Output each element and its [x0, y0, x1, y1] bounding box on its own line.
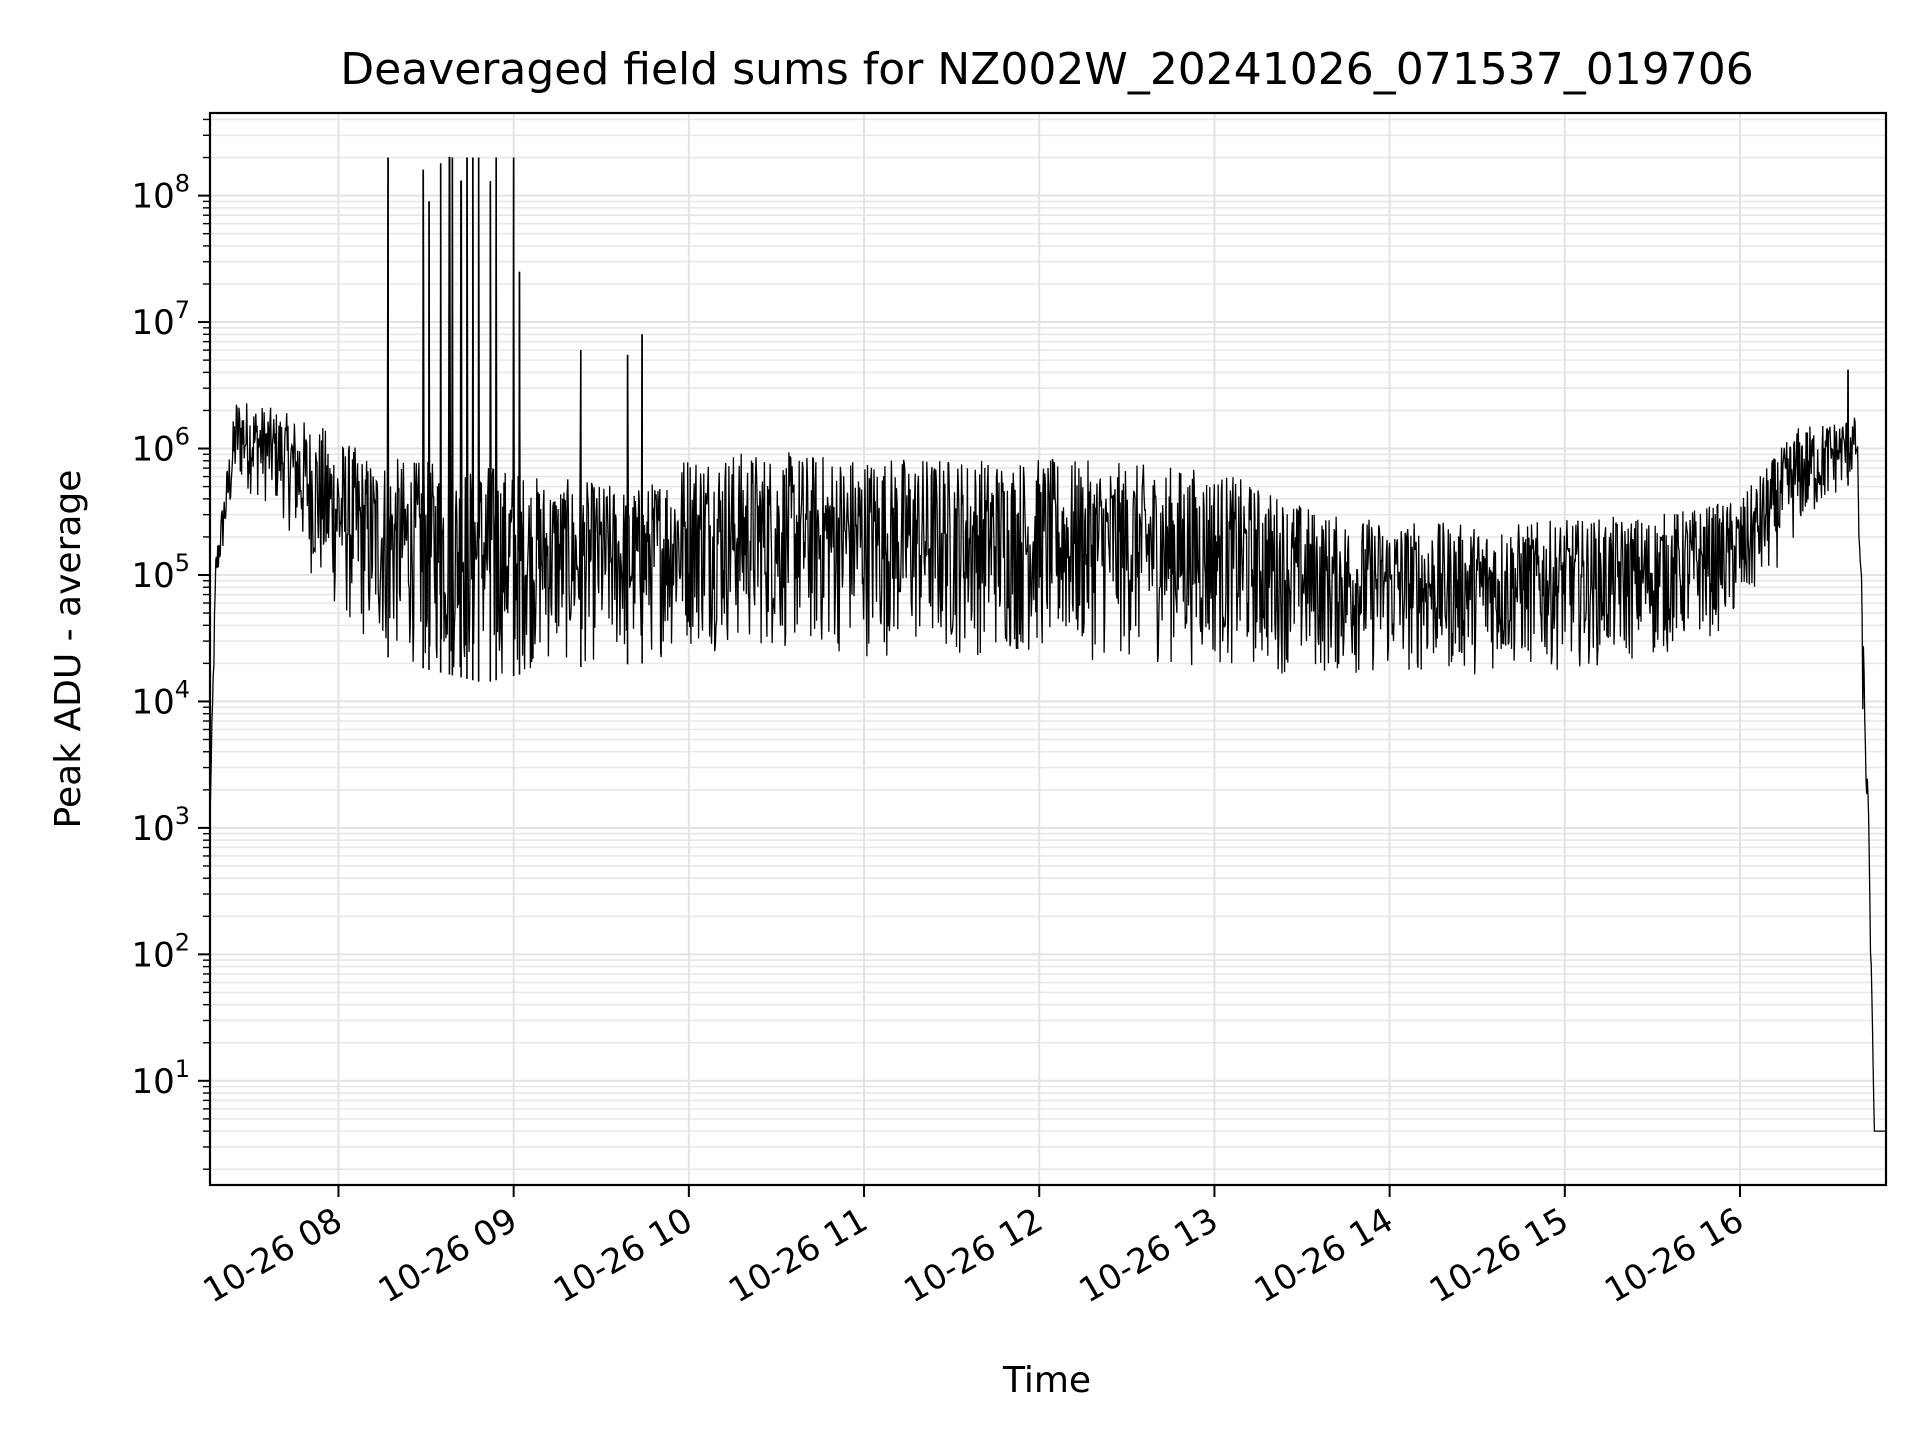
y-tick-label: 101 [131, 1055, 190, 1102]
y-tick-base: 10 [131, 556, 174, 596]
y-tick-base: 10 [131, 177, 174, 217]
plot-frame [208, 111, 1888, 1187]
y-tick-base: 10 [131, 303, 174, 343]
axis-ticks [198, 118, 1742, 1197]
y-tick-label: 102 [131, 928, 190, 975]
y-tick-label: 108 [131, 170, 190, 217]
series-group [209, 156, 1886, 1132]
y-tick-exponent: 6 [175, 423, 190, 451]
y-tick-label: 104 [131, 675, 190, 722]
y-tick-exponent: 4 [175, 675, 190, 703]
y-tick-exponent: 2 [175, 928, 190, 956]
chart-title: Deaveraged field sums for NZ002W_2024102… [340, 44, 1753, 95]
y-tick-label: 105 [131, 549, 190, 596]
y-tick-exponent: 5 [175, 549, 190, 577]
y-tick-exponent: 3 [175, 802, 190, 830]
y-tick-exponent: 1 [175, 1055, 190, 1083]
y-tick-exponent: 7 [175, 296, 190, 324]
y-tick-base: 10 [131, 430, 174, 470]
y-tick-label: 103 [131, 802, 190, 849]
y-tick-exponent: 8 [175, 170, 190, 198]
y-tick-label: 107 [131, 296, 190, 343]
y-tick-label: 106 [131, 423, 190, 470]
x-axis-label: Time [1002, 1360, 1091, 1401]
y-tick-base: 10 [131, 809, 174, 849]
y-tick-base: 10 [131, 1062, 174, 1102]
y-tick-base: 10 [131, 682, 174, 722]
y-tick-base: 10 [131, 935, 174, 975]
y-axis-label: Peak ADU - average [48, 470, 89, 829]
series-line [209, 156, 1886, 1132]
